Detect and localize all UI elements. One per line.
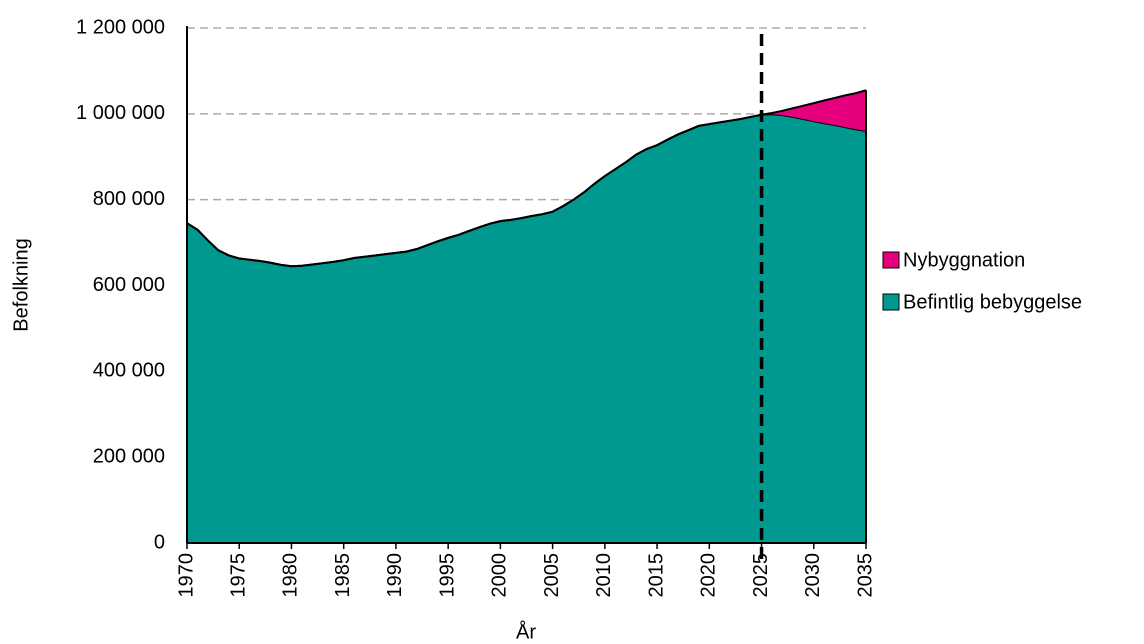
x-tick-label: 2020 xyxy=(698,553,720,598)
legend-label: Befintlig bebyggelse xyxy=(903,291,1082,313)
y-tick-label: 600 000 xyxy=(93,274,165,296)
legend-label: Nybyggnation xyxy=(903,249,1025,271)
x-tick-label: 2005 xyxy=(541,553,563,598)
legend-swatch xyxy=(882,251,900,269)
y-axis-label: Befolkning xyxy=(10,238,32,331)
x-tick-label: 1995 xyxy=(436,553,458,598)
x-tick-label: 2030 xyxy=(802,553,824,598)
y-tick-label: 0 xyxy=(154,531,165,553)
y-tick-label: 200 000 xyxy=(93,445,165,467)
legend-swatch xyxy=(882,293,900,311)
x-tick-label: 1985 xyxy=(332,553,354,598)
x-tick-label: 1970 xyxy=(175,553,197,598)
y-tick-label: 1 000 000 xyxy=(76,102,165,124)
x-tick-label: 2025 xyxy=(750,553,772,598)
x-tick-label: 2015 xyxy=(645,553,667,598)
area xyxy=(187,114,866,543)
x-tick-label: 1975 xyxy=(228,553,250,598)
y-tick-label: 800 000 xyxy=(93,188,165,210)
x-tick-label: 2010 xyxy=(593,553,615,598)
x-tick-label: 2000 xyxy=(489,553,511,598)
area-outline xyxy=(186,89,867,268)
x-tick-label: 2035 xyxy=(854,553,876,598)
x-axis-label: År xyxy=(516,620,536,643)
x-tick-label: 1990 xyxy=(384,553,406,598)
y-tick-label: 400 000 xyxy=(93,360,165,382)
x-tick-label: 1980 xyxy=(280,553,302,598)
y-tick-label: 1 200 000 xyxy=(76,16,165,38)
